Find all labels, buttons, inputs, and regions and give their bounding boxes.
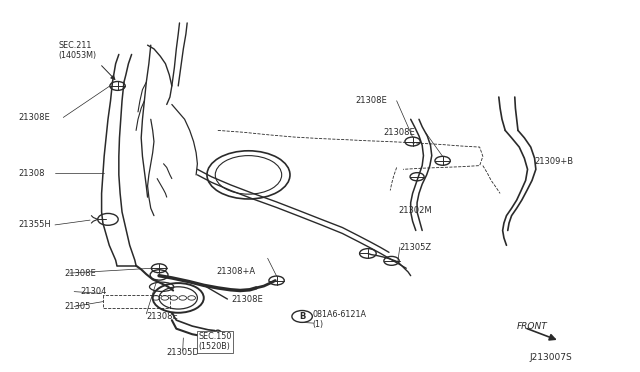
Text: 21308E: 21308E — [355, 96, 387, 105]
Text: J213007S: J213007S — [529, 353, 572, 362]
Text: 21305Z: 21305Z — [400, 243, 432, 251]
Text: 21308E: 21308E — [384, 128, 415, 137]
Text: 21308: 21308 — [19, 169, 45, 177]
Text: 21308E: 21308E — [19, 113, 51, 122]
Text: 21308E: 21308E — [232, 295, 264, 304]
Text: 21305D: 21305D — [166, 348, 199, 357]
Text: B: B — [299, 312, 305, 321]
Text: 21308E: 21308E — [65, 269, 96, 278]
Text: 21304: 21304 — [81, 287, 107, 296]
Text: 21302M: 21302M — [398, 206, 431, 215]
Text: SEC.150
(1520B): SEC.150 (1520B) — [198, 332, 232, 352]
Text: 21355H: 21355H — [19, 221, 51, 230]
Text: 21309+B: 21309+B — [534, 157, 573, 166]
Text: SEC.211
(14053M): SEC.211 (14053M) — [58, 41, 96, 60]
Text: 21305: 21305 — [65, 302, 91, 311]
Text: 21308+A: 21308+A — [216, 267, 255, 276]
Text: 21308E: 21308E — [147, 312, 178, 321]
Text: FRONT: FRONT — [516, 321, 547, 331]
Text: 081A6-6121A
(1): 081A6-6121A (1) — [312, 310, 366, 329]
